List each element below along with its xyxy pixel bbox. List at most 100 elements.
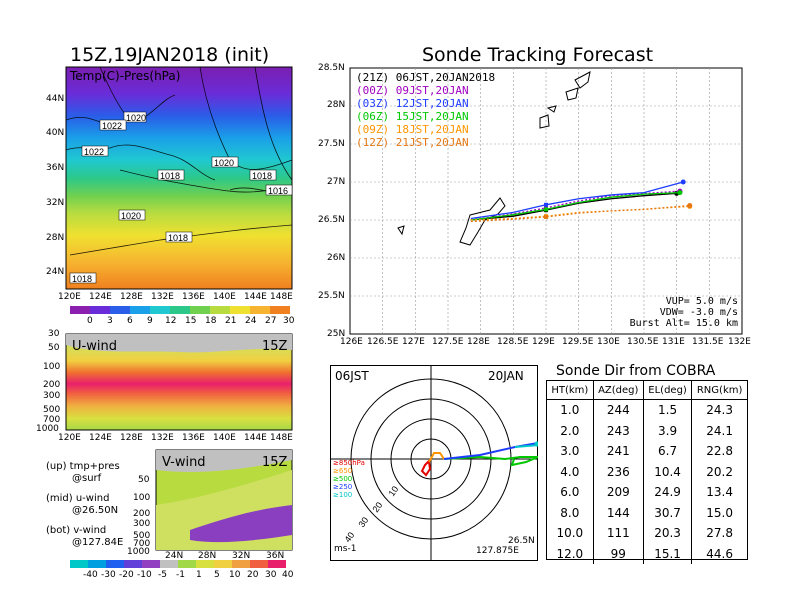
table-row: 10.0 111 20.3 27.8 [547, 523, 747, 544]
legend-entry: (03Z) 12JST,20JAN [356, 97, 469, 110]
table-cell: 111 [593, 523, 644, 544]
legend-entry: (09Z) 18JST,20JAN [356, 123, 469, 136]
isobar-label: 1018 [168, 233, 188, 243]
table-cell: 99 [593, 543, 644, 564]
track-marker [544, 214, 548, 219]
pressure-label: 700 [43, 415, 61, 425]
tracking-legend: (21Z) 06JST,20JAN2018 (00Z) 09JST,20JAN … [356, 71, 495, 149]
table-cell: 243 [593, 420, 644, 441]
isobar-label: 1020 [126, 113, 146, 123]
table-row: 2.0 243 3.9 24.1 [547, 420, 747, 441]
polar-time-right: 20JAN [488, 369, 524, 383]
track-endpoint [677, 190, 683, 196]
isobar-label: 1020 [121, 211, 141, 221]
table-cell: 2.0 [547, 420, 594, 441]
lat-label: 28N [327, 100, 346, 110]
table-cell: 12.0 [547, 543, 594, 564]
polar-lat: 26.5N [508, 536, 535, 546]
table-cell: 15.0 [706, 505, 733, 520]
table-cell: 10.0 [547, 523, 594, 544]
level-legend: ≥850hPa ≥650 ≥500 ≥250 ≥100 [333, 459, 365, 499]
colorbar-label: 30 [265, 570, 277, 580]
colorbar-label: -10 [137, 570, 152, 580]
lon-label: 128.5E [497, 337, 529, 347]
lon-label: 126E [340, 337, 363, 347]
table-cell: 244 [593, 399, 644, 421]
lat-label: 25N [327, 329, 346, 339]
lat-label: 32N [46, 198, 65, 208]
note-line: (mid) u-wind [46, 493, 110, 504]
isobar-label: 1022 [102, 121, 122, 131]
isobar-label: 1016 [268, 186, 288, 196]
colorbar-label: 18 [205, 316, 217, 326]
table-header: RNG(km) [691, 381, 747, 400]
lon-label: 136E [182, 292, 205, 302]
table-cell: 6.7 [643, 441, 693, 462]
note-line: @26.50N [72, 505, 119, 516]
colorbar-label: 0 [87, 316, 93, 326]
table-cell: 30.7 [643, 502, 693, 523]
uwind-label: U-wind [72, 339, 117, 354]
colorbar-label: -1 [176, 570, 185, 580]
lon-label: 129.5E [562, 337, 594, 347]
polar-time-left: 06JST [335, 369, 369, 383]
table-cell: 209 [593, 482, 644, 503]
colorbar-label: 27 [265, 316, 277, 326]
table-cell: 24.1 [706, 423, 733, 438]
table-header: AZ(deg) [593, 381, 644, 400]
lon-label: 144E [244, 292, 267, 302]
polar-lon: 127.875E [476, 546, 519, 556]
lat-label: 28.5N [318, 63, 345, 73]
note-line: @surf [72, 473, 102, 484]
colorbar-label: 30 [283, 316, 295, 326]
track-endpoint [680, 179, 686, 185]
table-row: 4.0 236 10.4 20.2 [547, 461, 747, 482]
table-header: HT(km) [547, 381, 594, 400]
colorbar-label: 5 [214, 570, 220, 580]
track-marker [544, 207, 548, 212]
temp-colorbar [70, 306, 290, 314]
table-cell: 20.2 [706, 464, 733, 479]
table-cell: 144 [593, 502, 644, 523]
lon-label: 129E [532, 337, 555, 347]
colorbar-label: 6 [127, 316, 133, 326]
track-line [470, 190, 680, 221]
pressure-label: 1000 [36, 424, 59, 434]
ring-label: 40 [342, 530, 356, 544]
lat-label: 36N [46, 163, 65, 173]
lat-label: 26.5N [318, 215, 345, 225]
table-cell: 24.9 [643, 482, 693, 503]
isobar-label: 1022 [84, 147, 104, 157]
pressure-label: 1000 [127, 547, 150, 557]
pressure-label: 300 [133, 519, 151, 529]
lon-label: 132E [151, 292, 174, 302]
colorbar-label: 3 [107, 316, 113, 326]
table-cell: 3.9 [643, 420, 693, 441]
table-cell: 236 [593, 461, 644, 482]
table-cell: 10.4 [643, 461, 693, 482]
uwind-time: 15Z [262, 339, 288, 354]
param-line: Burst Alt= 15.0 km [629, 318, 738, 329]
lon-label: 130.5E [627, 337, 659, 347]
pressure-label: 200 [43, 380, 61, 390]
colorbar-label: -20 [119, 570, 134, 580]
level-entry: ≥650 [333, 467, 353, 475]
colorbar-label: -5 [158, 570, 167, 580]
colorbar-label: 21 [225, 316, 237, 326]
pressure-label: 300 [43, 391, 61, 401]
colorbar-label: 24 [245, 316, 257, 326]
level-entry: ≥850hPa [333, 459, 365, 467]
level-entry: ≥500 [333, 475, 353, 483]
lon-label: 126.5E [367, 337, 399, 347]
lon-label: 128E [120, 433, 143, 443]
table-cell: 3.0 [547, 441, 594, 462]
lat-label: 28N [198, 551, 217, 561]
pressure-label: 200 [133, 509, 151, 519]
colorbar-label: 12 [165, 316, 177, 326]
lon-label: 140E [213, 292, 236, 302]
lat-label: 26N [327, 253, 346, 263]
isobar-label: 1018 [252, 171, 272, 181]
lat-label: 27.5N [318, 139, 345, 149]
isobar-label: 1018 [72, 274, 92, 284]
